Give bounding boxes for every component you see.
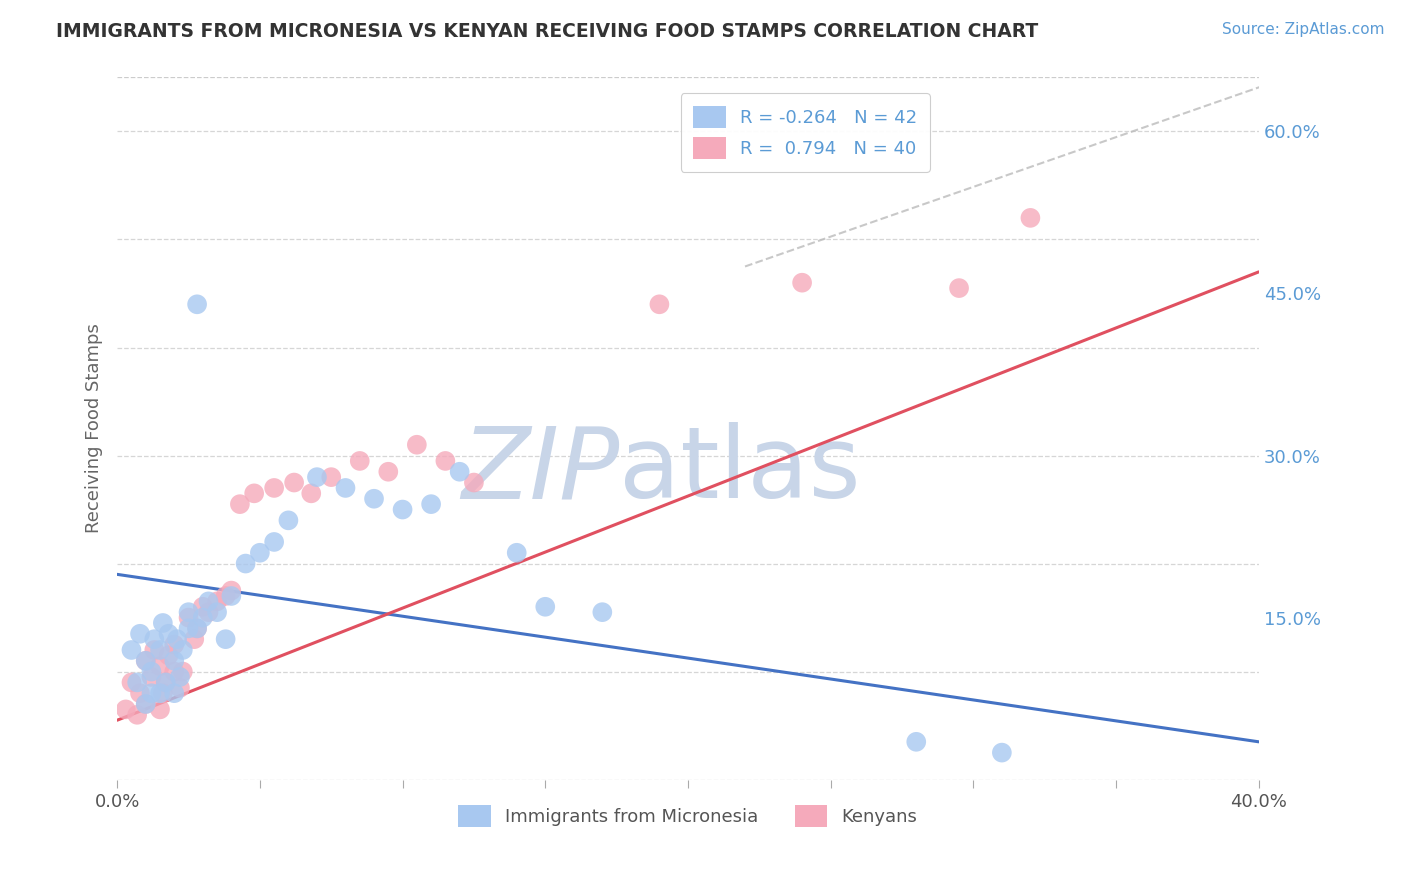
Point (591, 605, 613, 619)
Point (197, 605, 219, 619)
Point (141, 670, 163, 684)
Point (449, 465, 471, 479)
Point (214, 589, 236, 603)
Point (305, 470, 328, 484)
Point (149, 643, 172, 657)
Point (263, 535, 285, 549)
Point (169, 670, 191, 684)
Point (263, 481, 285, 495)
Point (229, 497, 252, 511)
Point (114, 702, 136, 716)
Point (186, 297, 208, 311)
Text: atlas: atlas (620, 422, 860, 519)
Point (135, 654, 157, 668)
Point (205, 594, 228, 608)
Point (534, 599, 557, 614)
Point (155, 675, 177, 690)
Point (155, 675, 177, 690)
Point (143, 632, 166, 647)
Point (166, 632, 188, 647)
Point (420, 497, 443, 511)
Point (141, 665, 163, 679)
Point (120, 643, 142, 657)
Point (405, 438, 427, 452)
Point (335, 481, 357, 495)
Point (235, 557, 257, 571)
Point (205, 605, 228, 619)
Point (169, 681, 191, 695)
Point (177, 621, 200, 635)
Point (149, 686, 172, 700)
Point (249, 546, 271, 560)
Point (349, 454, 371, 468)
Point (905, 735, 928, 749)
Point (129, 686, 152, 700)
Text: Source: ZipAtlas.com: Source: ZipAtlas.com (1222, 22, 1385, 37)
Point (172, 665, 194, 679)
Point (157, 627, 180, 641)
Point (214, 632, 236, 647)
Y-axis label: Receiving Food Stamps: Receiving Food Stamps (86, 324, 103, 533)
Point (172, 643, 194, 657)
Point (191, 610, 214, 624)
Point (648, 297, 671, 311)
Point (186, 621, 208, 635)
Point (790, 276, 813, 290)
Point (120, 675, 142, 690)
Point (127, 707, 149, 722)
Point (135, 697, 157, 711)
Point (321, 470, 343, 484)
Point (149, 702, 172, 716)
Point (506, 546, 529, 560)
Point (243, 486, 266, 500)
Point (149, 659, 172, 673)
Text: IMMIGRANTS FROM MICRONESIA VS KENYAN RECEIVING FOOD STAMPS CORRELATION CHART: IMMIGRANTS FROM MICRONESIA VS KENYAN REC… (56, 22, 1039, 41)
Legend: Immigrants from Micronesia, Kenyans: Immigrants from Micronesia, Kenyans (451, 797, 925, 834)
Point (221, 589, 243, 603)
Point (135, 697, 157, 711)
Point (391, 502, 413, 516)
Point (377, 465, 399, 479)
Point (299, 486, 322, 500)
Point (948, 281, 970, 295)
Point (463, 475, 485, 490)
Point (143, 643, 166, 657)
Point (141, 686, 163, 700)
Point (283, 475, 305, 490)
Point (991, 746, 1014, 760)
Point (277, 513, 299, 527)
Point (177, 610, 200, 624)
Point (183, 632, 205, 647)
Text: ZIP: ZIP (461, 422, 620, 519)
Point (197, 594, 219, 608)
Point (363, 491, 385, 506)
Point (129, 627, 152, 641)
Point (163, 665, 186, 679)
Point (163, 638, 186, 652)
Point (135, 654, 157, 668)
Point (127, 675, 149, 690)
Point (221, 583, 243, 598)
Point (177, 605, 200, 619)
Point (186, 621, 208, 635)
Point (152, 686, 174, 700)
Point (191, 599, 214, 614)
Point (434, 454, 457, 468)
Point (157, 648, 180, 663)
Point (1019, 211, 1042, 225)
Point (163, 686, 186, 700)
Point (163, 654, 186, 668)
Point (152, 615, 174, 630)
